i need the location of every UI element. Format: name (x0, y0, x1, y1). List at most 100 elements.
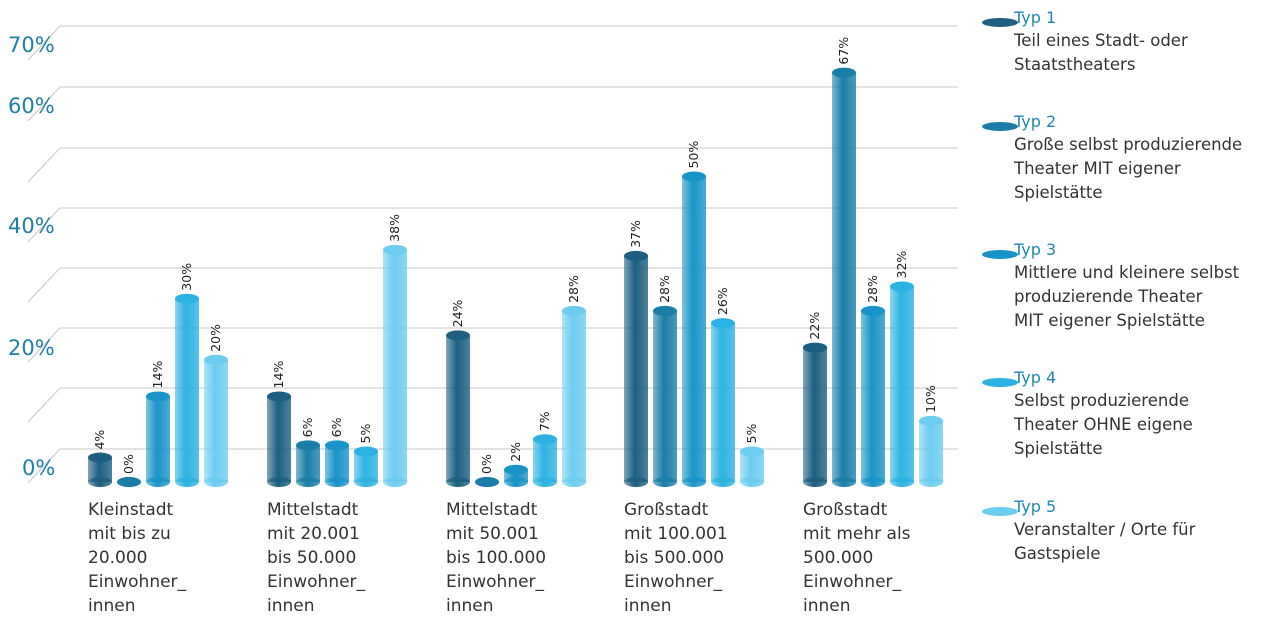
bar-cap (832, 67, 856, 78)
bar-cap (653, 305, 677, 316)
bar (562, 310, 586, 482)
data-label: 28% (566, 275, 581, 303)
data-label: 5% (358, 423, 373, 443)
bar (832, 72, 856, 482)
grid-line (27, 267, 958, 303)
bar (267, 396, 291, 482)
bar-base (890, 477, 914, 487)
grid-line (27, 25, 958, 61)
data-label: 38% (387, 214, 402, 242)
bar (711, 323, 735, 482)
legend-series-name: Typ 2 (1014, 112, 1057, 131)
bar (740, 451, 764, 482)
bar-base (653, 477, 677, 487)
bar-cap (383, 244, 407, 255)
y-tick-label: 40% (8, 214, 55, 238)
legend-series-description: Mittlere und kleinere selbst produzieren… (1014, 263, 1240, 330)
data-label: 50% (686, 141, 701, 169)
data-label: 37% (628, 220, 643, 248)
category-label: Mittelstadt mit 50.001 bis 100.000 Einwo… (446, 500, 547, 616)
bar-base (861, 477, 885, 487)
category-label: Mittelstadt mit 20.001 bis 50.000 Einwoh… (267, 500, 366, 616)
data-label: 4% (92, 430, 107, 450)
bar-base (175, 477, 199, 487)
legend-series-description: Veranstalter / Orte für Gastspiele (1014, 520, 1196, 563)
bar-cap (562, 305, 586, 316)
bar (803, 347, 827, 482)
bar (861, 310, 885, 482)
bar (653, 310, 677, 482)
bar (383, 249, 407, 482)
bar-base (624, 477, 648, 487)
bar-base (354, 477, 378, 487)
bar-cap (803, 342, 827, 353)
bar-cap (146, 391, 170, 402)
category-label: Kleinstadt mit bis zu 20.000 Einwohner_ … (88, 500, 187, 616)
bar-base (562, 477, 586, 487)
bar-cap (740, 446, 764, 457)
y-tick-label: 70% (8, 33, 55, 57)
data-label: 32% (894, 251, 909, 279)
bar (682, 176, 706, 482)
bar-cap (861, 305, 885, 316)
data-label: 22% (807, 312, 822, 340)
legend-series-description: Große selbst produzierende Theater MIT e… (1014, 135, 1243, 202)
bar-base (267, 477, 291, 487)
data-label: 6% (300, 417, 315, 437)
bar-base (504, 477, 528, 487)
bar (325, 445, 349, 482)
category-label: Großstadt mit 100.001 bis 500.000 Einwoh… (624, 500, 728, 616)
bar-cap (354, 446, 378, 457)
bar (890, 286, 914, 482)
y-tick-label: 20% (8, 336, 55, 360)
grid-lines (27, 25, 958, 484)
data-label: 0% (121, 454, 136, 474)
bar-base (711, 477, 735, 487)
legend-series-name: Typ 3 (1014, 240, 1057, 259)
bar-base (204, 477, 228, 487)
bar-cap (624, 250, 648, 261)
legend-series-name: Typ 4 (1014, 368, 1057, 387)
legend-series-description: Selbst produzierende Theater OHNE eigene… (1014, 391, 1193, 458)
category-label: Großstadt mit mehr als 500.000 Einwohner… (803, 500, 911, 616)
bar-cap (117, 477, 141, 487)
legend-series-name: Typ 5 (1014, 497, 1057, 516)
bar (919, 420, 943, 482)
data-label: 6% (329, 417, 344, 437)
bar (446, 335, 470, 482)
bar-base (296, 477, 320, 487)
bar-cap (446, 330, 470, 341)
grid-line (27, 207, 958, 243)
data-label: 20% (208, 324, 223, 352)
bar-base (325, 477, 349, 487)
bar-cap (88, 452, 112, 463)
data-label: 28% (657, 275, 672, 303)
bar-cap (475, 477, 499, 487)
bar-cap (711, 318, 735, 329)
data-label: 24% (450, 299, 465, 327)
bar-base (832, 477, 856, 487)
y-axis: 70% 60% 40% 20% 0% (8, 33, 55, 480)
bar-base (919, 477, 943, 487)
bar-base (803, 477, 827, 487)
bar (354, 451, 378, 482)
data-label: 7% (537, 411, 552, 431)
legend-swatch-icon (982, 122, 1018, 131)
bar-cap (267, 391, 291, 402)
data-label: 67% (836, 37, 851, 65)
bars: 4% 14% 24% 37% 22% 0% 6% 0% 28% 67% 14% 6% 2% 50% 28% 3… (88, 37, 943, 487)
grid-line (27, 86, 958, 122)
legend-swatch-icon (982, 18, 1018, 27)
bar-cap (533, 434, 557, 445)
data-label: 14% (150, 361, 165, 389)
bar-base (88, 477, 112, 487)
bar (296, 445, 320, 482)
legend-series-description: Teil eines Stadt- oder Staatstheaters (1014, 31, 1188, 74)
bar-base (446, 477, 470, 487)
legend-series-name: Typ 1 (1014, 8, 1057, 27)
legend-swatch-icon (982, 507, 1018, 516)
bar (146, 396, 170, 482)
bar-base (682, 477, 706, 487)
bar-cap (504, 464, 528, 475)
